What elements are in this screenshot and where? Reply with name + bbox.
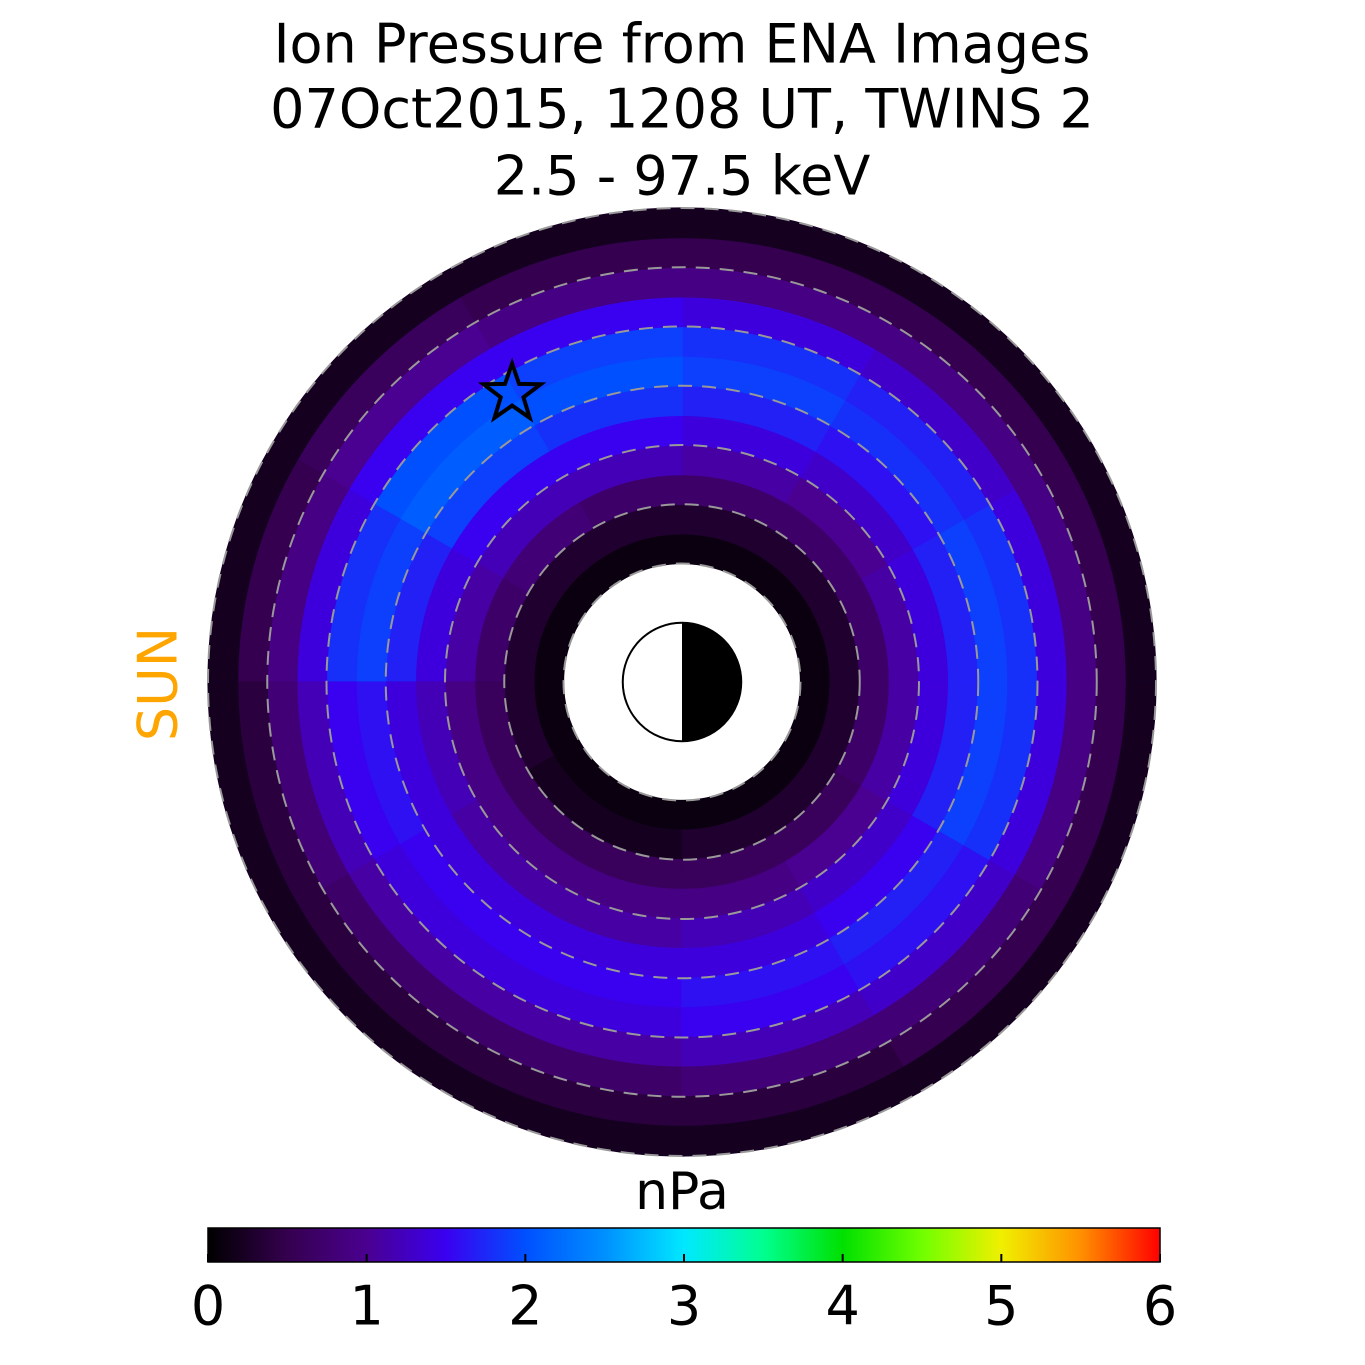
grid-circle	[266, 266, 1098, 1098]
grid-circle	[444, 444, 920, 920]
tick-label: 2	[508, 1275, 542, 1338]
tick-label: 3	[667, 1275, 701, 1338]
colorbar-label: nPa	[635, 1162, 729, 1222]
sun-label: SUN	[127, 627, 190, 741]
tick-label: 1	[349, 1275, 383, 1338]
star-marker	[477, 357, 547, 423]
tick-label: 6	[1143, 1275, 1177, 1338]
grid-circle	[384, 384, 980, 980]
title-line: 2.5 - 97.5 keV	[494, 145, 871, 208]
tick-label: 5	[984, 1275, 1018, 1338]
grid-circle	[562, 562, 802, 802]
tick-label: 4	[825, 1275, 859, 1338]
tick-label: 0	[191, 1275, 225, 1338]
title-line: 07Oct2015, 1208 UT, TWINS 2	[270, 78, 1094, 141]
grid-circle	[325, 325, 1039, 1039]
earth-night	[682, 622, 742, 742]
title-line: Ion Pressure from ENA Images	[274, 13, 1091, 76]
field	[207, 207, 1157, 1157]
grid-circle	[503, 503, 861, 861]
grid-circle	[207, 207, 1157, 1157]
